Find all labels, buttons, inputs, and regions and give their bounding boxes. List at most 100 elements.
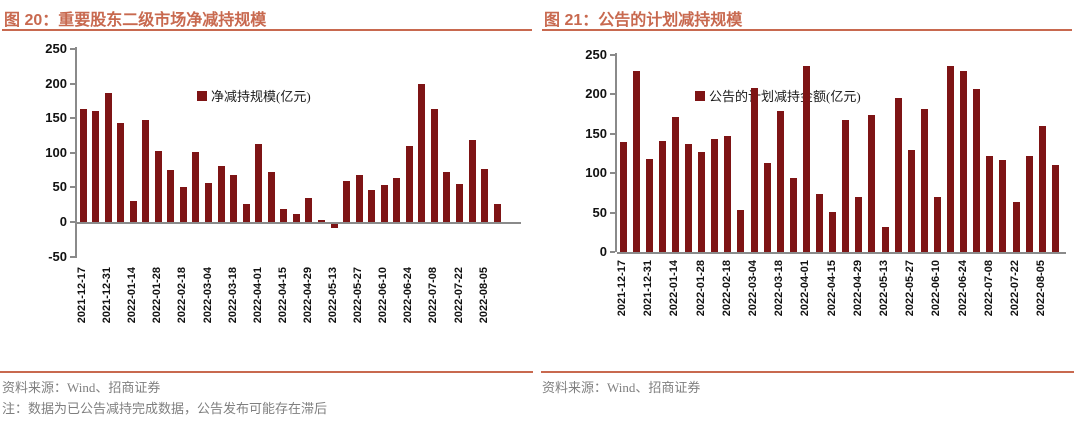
bar	[619, 142, 627, 252]
y-tick-mark	[70, 186, 75, 189]
x-tick-label: 2022-04-01	[799, 260, 812, 317]
x-tick-label: 2022-04-15	[276, 267, 289, 324]
y-tick-mark	[610, 93, 615, 96]
x-tick-label: 2021-12-31	[642, 260, 655, 317]
bar	[142, 120, 150, 222]
bar	[1012, 202, 1020, 252]
bar	[658, 140, 666, 252]
bar	[855, 196, 863, 252]
bar	[960, 70, 968, 252]
x-tick-label: 2022-03-04	[747, 260, 759, 317]
y-tick-label: 250	[45, 41, 67, 56]
source-text: 资料来源：Wind、招商证券	[2, 380, 161, 395]
bar	[999, 159, 1007, 252]
bar	[685, 144, 692, 252]
bar	[763, 162, 771, 252]
bar	[104, 93, 112, 222]
legend: 公告的计划减持金额(亿元)	[695, 86, 861, 105]
bar	[368, 190, 376, 222]
x-tick-label: 2022-02-18	[720, 260, 733, 317]
title-underline	[2, 29, 532, 31]
y-tick-mark	[70, 117, 75, 120]
y-tick-label: 50	[592, 204, 607, 220]
y-tick-label: 100	[45, 144, 67, 160]
x-tick-label: 2022-05-27	[352, 267, 365, 324]
title-underline	[542, 29, 1072, 31]
x-tick-label: 2022-06-10	[930, 260, 943, 317]
y-tick-mark	[610, 172, 615, 175]
bar	[973, 88, 981, 252]
bar	[230, 174, 238, 222]
y-axis	[75, 47, 77, 258]
bar	[481, 168, 489, 222]
x-tick-label: 2022-05-13	[878, 260, 890, 317]
bar	[242, 204, 250, 222]
y-axis	[615, 53, 617, 252]
bar	[205, 182, 212, 222]
x-tick-label: 2022-06-10	[377, 267, 390, 324]
bar	[418, 83, 426, 222]
y-tick-label: 150	[45, 110, 67, 126]
bar	[868, 114, 876, 252]
bar	[167, 170, 175, 222]
legend-label: 净减持规模(亿元)	[211, 89, 311, 104]
bar	[92, 111, 100, 222]
y-tick-label: 50	[52, 179, 67, 195]
x-axis	[77, 222, 521, 224]
x-tick-label: 2022-02-18	[176, 267, 189, 324]
bar	[267, 172, 275, 222]
bar	[789, 177, 797, 252]
x-tick-label: 2022-06-24	[956, 260, 969, 317]
bar	[698, 151, 706, 252]
y-tick-label: -50	[48, 248, 67, 264]
note-text: 注：数据为已公告减持完成数据，公告发布可能存在滞后	[2, 401, 328, 416]
bar	[493, 204, 501, 222]
footer-rule	[0, 371, 533, 373]
bar	[933, 196, 941, 252]
x-tick-label: 2022-01-28	[151, 267, 164, 324]
x-tick-label: 2022-05-27	[904, 260, 917, 317]
bar	[305, 197, 313, 222]
bar	[443, 172, 451, 222]
x-tick-label: 2022-07-22	[452, 267, 465, 324]
legend-swatch-icon	[197, 90, 207, 101]
y-tick-label: 100	[585, 165, 607, 181]
bar	[632, 70, 640, 252]
chart-title: 图 21：公告的计划减持规模	[544, 12, 743, 29]
bar	[907, 149, 915, 252]
bar	[179, 186, 187, 222]
x-tick-label: 2022-06-24	[402, 267, 415, 324]
bar	[816, 194, 823, 252]
bar	[430, 108, 438, 222]
bar	[117, 123, 125, 222]
y-tick-label: 0	[59, 214, 67, 229]
x-tick-label: 2022-01-28	[694, 260, 707, 317]
y-tick-label: 0	[599, 244, 607, 259]
bar	[920, 109, 928, 252]
bar	[737, 210, 745, 252]
bar	[255, 144, 263, 222]
x-tick-label: 2022-07-22	[1009, 260, 1021, 317]
bar	[129, 200, 137, 222]
chart-title: 图 20：重要股东二级市场净减持规模	[4, 12, 267, 29]
x-tick-label: 2021-12-31	[101, 267, 114, 324]
source-text: 资料来源：Wind、招商证券	[542, 380, 701, 395]
x-tick-label: 2022-04-15	[825, 260, 838, 317]
bar	[829, 211, 837, 252]
bar	[842, 119, 850, 252]
y-tick-mark	[610, 132, 615, 135]
bar	[671, 117, 679, 252]
bar	[79, 108, 87, 222]
bar	[192, 152, 200, 222]
x-tick-label: 2022-03-04	[201, 267, 214, 324]
bar	[355, 174, 363, 222]
legend-label: 公告的计划减持金额(亿元)	[709, 89, 861, 104]
bar	[986, 155, 994, 252]
bar	[1038, 125, 1046, 252]
bar	[330, 224, 338, 229]
y-tick-label: 150	[585, 125, 607, 141]
bar	[1051, 164, 1059, 252]
y-tick-mark	[610, 251, 615, 253]
y-tick-mark	[70, 221, 75, 223]
y-tick-mark	[70, 255, 75, 258]
